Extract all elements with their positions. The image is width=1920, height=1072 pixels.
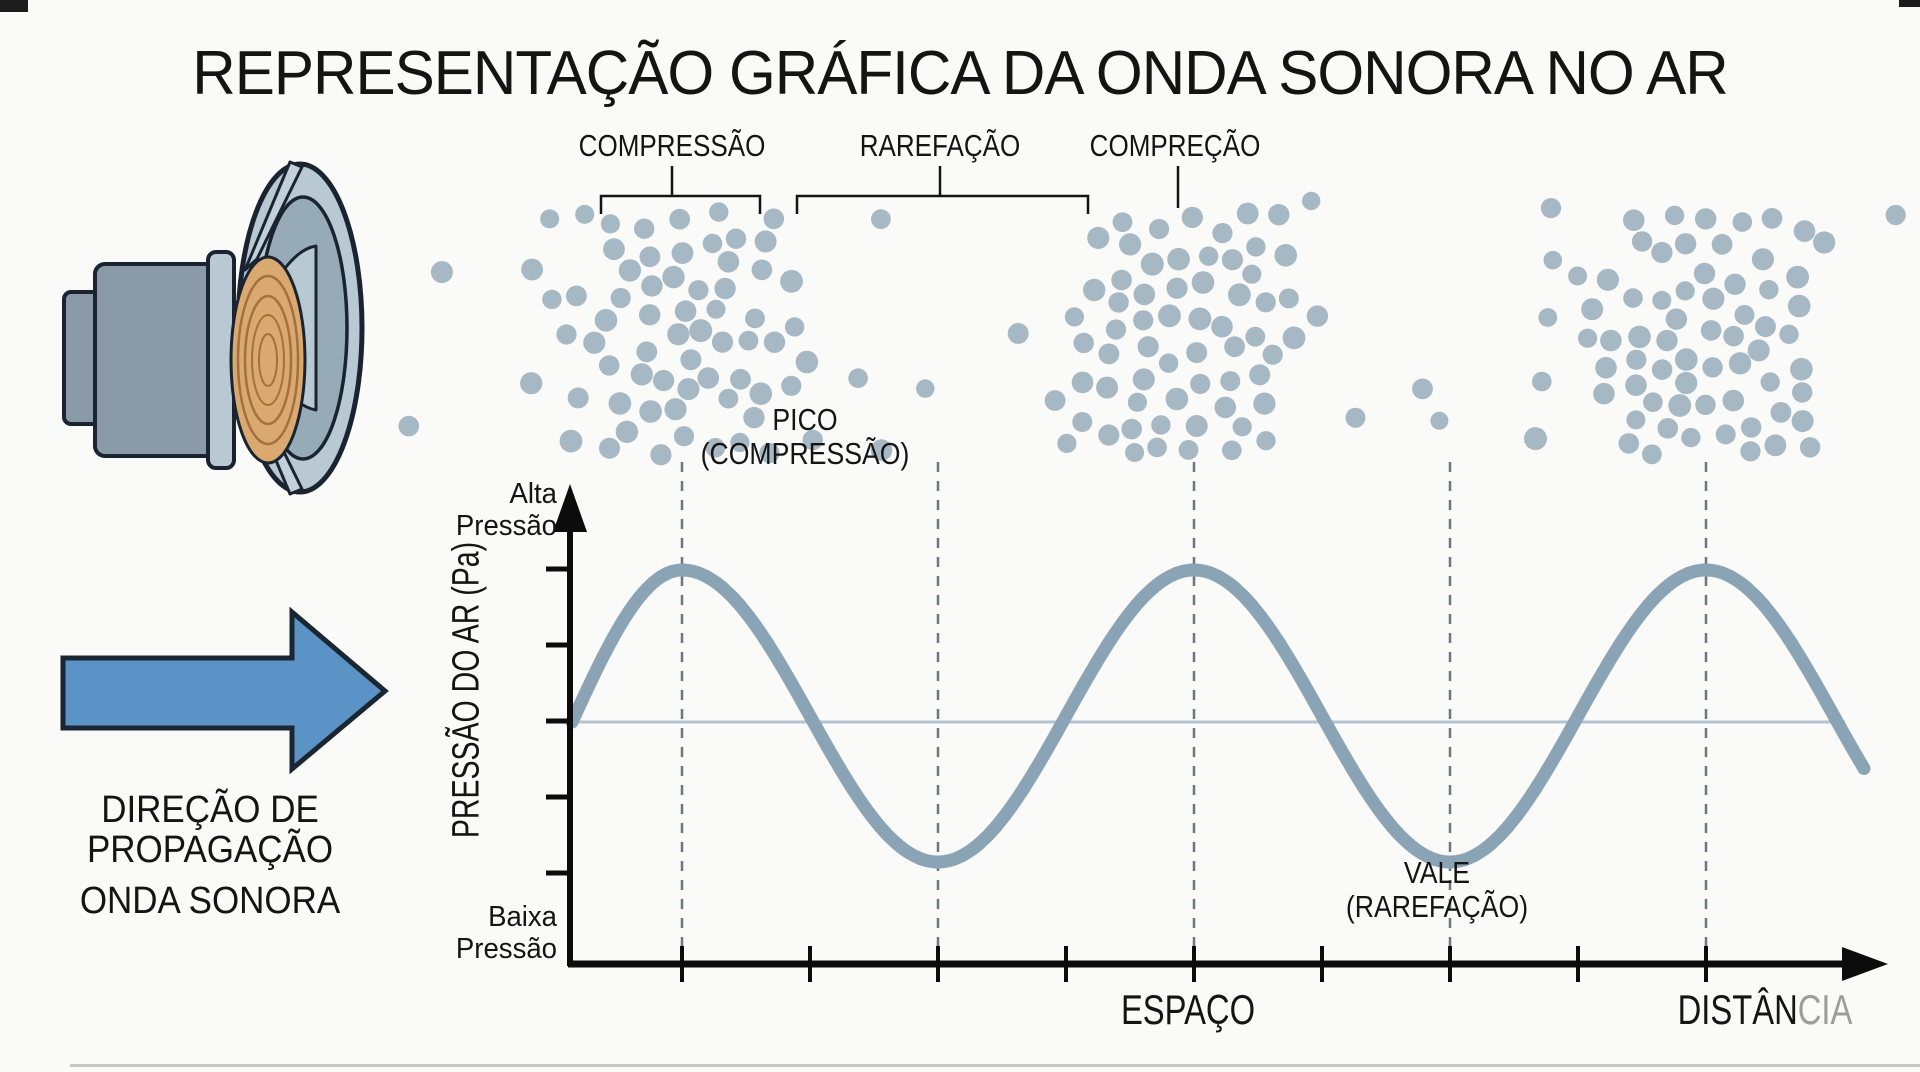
- high-pressure-line1: Alta: [509, 478, 557, 510]
- propagation-arrow-shape: [60, 606, 389, 775]
- peak-alignment-dashed-lines: [680, 462, 1708, 950]
- propagation-caption-line3: ONDA SONORA: [79, 879, 341, 922]
- annotation-peak-line2: (COMPRESSÃO): [700, 436, 910, 472]
- y-axis-title: PRESSÃO DO AR (Pa): [445, 541, 488, 839]
- low-pressure-line2: Pressão: [455, 933, 557, 966]
- propagation-direction-caption: DIREÇÃO DE PROPAGAÇÃO ONDA SONORA: [72, 790, 348, 921]
- distancia-dark-part: DISTÂN: [1677, 986, 1798, 1033]
- air-particles-field: [398, 191, 1906, 466]
- y-axis-high-pressure-label: Alta Pressão: [370, 478, 557, 543]
- label-compressao: COMPRESSÃO: [578, 128, 766, 163]
- annotation-peak: PICO (COMPRESSÃO): [676, 402, 934, 472]
- speaker-voice-coil: [229, 255, 307, 465]
- speaker-strut-top: [243, 160, 304, 272]
- propagation-caption-line2: PROPAGAÇÃO: [86, 829, 334, 872]
- distancia-faded-part: CIA: [1797, 986, 1853, 1033]
- coil-ring-4: [258, 333, 278, 387]
- annotation-peak-line1: PICO: [772, 402, 838, 437]
- label-rarefacao: RAREFAÇÃO: [859, 128, 1021, 163]
- x-axis-label-espaco: ESPAÇO: [1120, 986, 1256, 1033]
- y-axis-low-pressure-label: Baixa Pressão: [370, 901, 557, 966]
- graph-axes: [546, 484, 1888, 982]
- coil-ring-3: [251, 314, 285, 406]
- label-comprecao: COMPREÇÃO: [1089, 128, 1261, 163]
- high-pressure-line2: Pressão: [455, 510, 557, 543]
- low-pressure-line1: Baixa: [488, 901, 557, 933]
- pressure-sine-wave: [565, 563, 1871, 869]
- annotation-trough-line1: VALE: [1403, 855, 1471, 890]
- coil-ring-1: [236, 274, 300, 446]
- annotation-trough: VALE (RAREFAÇÃO): [1308, 855, 1566, 925]
- coil-ring-2: [243, 294, 293, 426]
- speaker-magnet: [93, 262, 219, 458]
- propagation-caption-line1: DIREÇÃO DE: [101, 789, 319, 831]
- page-title: REPRESENTAÇÃO GRÁFICA DA ONDA SONORA NO …: [192, 39, 1728, 108]
- annotation-trough-line2: (RAREFAÇÃO): [1345, 889, 1529, 925]
- region-brackets: [599, 166, 1180, 214]
- speaker-icon: [62, 160, 365, 496]
- x-axis-label-distancia: DISTÂNCIA: [1648, 986, 1882, 1034]
- propagation-arrow-icon: [60, 606, 389, 775]
